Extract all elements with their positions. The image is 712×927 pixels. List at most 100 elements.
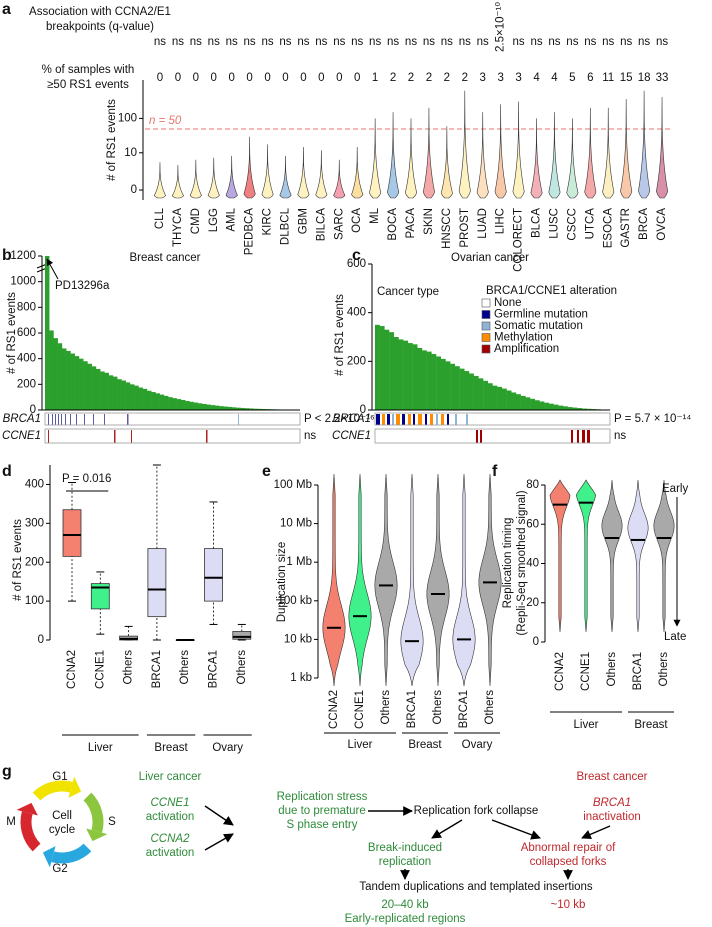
bar bbox=[436, 356, 441, 410]
x-tick-label: PACA bbox=[405, 208, 417, 239]
q-value: ns bbox=[261, 36, 273, 48]
x-tick-label: PEDBCA bbox=[244, 208, 256, 256]
x-tick-label: SKIN bbox=[423, 208, 435, 235]
y-tick-label: 20 bbox=[526, 597, 539, 609]
q-value: ns bbox=[244, 36, 256, 48]
q-value: ns bbox=[172, 36, 184, 48]
repair: Abnormal repair of bbox=[521, 842, 616, 854]
x-tick-label: CCNE1 bbox=[94, 650, 106, 689]
cycle-arc bbox=[51, 843, 92, 864]
track-stripes bbox=[48, 414, 590, 443]
track-label: BRCA1 bbox=[3, 413, 41, 425]
size: Early-replicated regions bbox=[345, 913, 466, 925]
x-tick-label: LGG bbox=[208, 208, 220, 232]
bar bbox=[104, 372, 109, 410]
bar bbox=[492, 385, 498, 410]
cycle-label: cycle bbox=[49, 824, 75, 836]
bar bbox=[176, 399, 182, 410]
pct-value: 2 bbox=[390, 72, 396, 84]
violin bbox=[638, 90, 651, 199]
bar bbox=[168, 397, 173, 410]
y-tick-label: 0 bbox=[38, 634, 44, 646]
row-label: % of samples with bbox=[42, 64, 135, 76]
bar bbox=[45, 256, 50, 410]
cycle-arrowhead bbox=[16, 802, 38, 816]
bar bbox=[159, 394, 165, 410]
bar bbox=[244, 408, 250, 410]
gene-event: activation bbox=[146, 811, 195, 823]
pct-value: 15 bbox=[620, 72, 633, 84]
y-tick-label: 80 bbox=[526, 479, 539, 491]
violin bbox=[387, 112, 400, 199]
bar bbox=[249, 408, 254, 410]
pct-value: 4 bbox=[533, 72, 540, 84]
pct-value: 0 bbox=[211, 72, 217, 84]
outcome: Tandem duplications and templated insert… bbox=[359, 881, 593, 893]
bar bbox=[181, 399, 186, 410]
panel-letter: d bbox=[2, 463, 12, 480]
pct-value: 0 bbox=[300, 72, 306, 84]
legend-label: None bbox=[494, 297, 522, 309]
bar bbox=[572, 407, 578, 410]
x-tick-label: Others bbox=[432, 690, 444, 725]
panel-letter: a bbox=[2, 1, 11, 18]
y-tick-label: 1200 bbox=[10, 250, 36, 262]
pct-value: 0 bbox=[264, 72, 270, 84]
bar bbox=[232, 407, 237, 410]
cycle-label: Cell bbox=[52, 810, 72, 822]
box bbox=[204, 548, 223, 602]
y-axis-label: # of RS1 events bbox=[6, 292, 18, 374]
x-tick-label: BRCA1 bbox=[208, 650, 220, 688]
bar bbox=[398, 339, 404, 410]
bar bbox=[108, 375, 114, 410]
violin bbox=[422, 107, 435, 199]
q-value: ns bbox=[190, 36, 202, 48]
track bbox=[374, 412, 611, 426]
violin bbox=[530, 118, 543, 199]
bar bbox=[511, 392, 517, 410]
y-tick-label: 100 kb bbox=[277, 595, 312, 607]
bar bbox=[558, 405, 564, 410]
bar bbox=[142, 388, 148, 410]
q-value: ns bbox=[602, 36, 614, 48]
pct-value: 33 bbox=[656, 72, 669, 84]
legend-label: Somatic mutation bbox=[494, 320, 583, 332]
annotation-arrow bbox=[46, 258, 59, 280]
q-value: ns bbox=[423, 36, 435, 48]
bir: Break-induced bbox=[368, 842, 442, 854]
bar bbox=[422, 350, 427, 410]
phase-label: M bbox=[6, 816, 16, 828]
group-label: Breast bbox=[408, 739, 442, 751]
pct-value: 0 bbox=[175, 72, 181, 84]
x-tick-label: AML bbox=[226, 207, 238, 231]
x-tick-label: CCNA2 bbox=[554, 652, 566, 691]
group-label: Breast bbox=[154, 742, 188, 754]
panel-letter: c bbox=[352, 247, 361, 264]
pct-value: 4 bbox=[551, 72, 558, 84]
bar bbox=[53, 338, 58, 410]
bar bbox=[49, 330, 54, 410]
gene: CCNE1 bbox=[151, 797, 190, 809]
track-stat: ns bbox=[304, 430, 316, 442]
y-axis-label: # of RS1 events bbox=[12, 519, 24, 601]
bar bbox=[223, 406, 228, 410]
bar bbox=[96, 368, 101, 410]
violin bbox=[566, 118, 579, 199]
breast-title: Breast cancer bbox=[577, 771, 648, 783]
q-value: ns bbox=[297, 36, 309, 48]
violin bbox=[548, 112, 561, 199]
violin bbox=[297, 146, 310, 199]
pct-value: 3 bbox=[497, 72, 503, 84]
y-tick-label: 300 bbox=[25, 517, 44, 529]
bar bbox=[113, 376, 118, 410]
violin bbox=[225, 155, 238, 199]
x-tick-label: CCNA2 bbox=[328, 690, 340, 729]
bar bbox=[215, 405, 220, 410]
violin bbox=[243, 136, 256, 199]
bar bbox=[62, 348, 67, 410]
q-value: ns bbox=[315, 36, 327, 48]
bar bbox=[193, 402, 199, 410]
y-tick-label: 60 bbox=[526, 518, 539, 530]
pct-value: 0 bbox=[354, 72, 360, 84]
